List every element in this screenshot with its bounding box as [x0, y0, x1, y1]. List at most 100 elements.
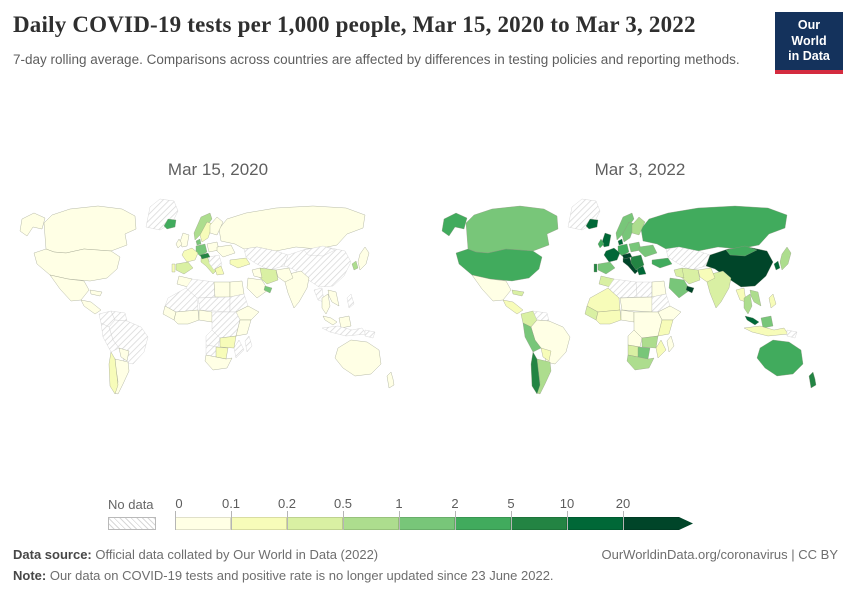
map-region-png[interactable] — [364, 329, 376, 339]
map-region-central_america[interactable] — [80, 299, 102, 315]
legend-bin-0.5-1[interactable] — [343, 517, 399, 530]
map-region-spain[interactable] — [175, 261, 194, 275]
map-region-france[interactable] — [603, 247, 621, 263]
map-region-saudi[interactable] — [668, 277, 691, 299]
map-region-bolivia[interactable] — [540, 347, 552, 362]
map-region-greece[interactable] — [214, 265, 225, 276]
map-region-niger_chad[interactable] — [197, 296, 231, 313]
map-region-east_africa[interactable] — [657, 319, 674, 337]
map-region-mozambique[interactable] — [233, 339, 245, 359]
map-region-central_asia[interactable] — [665, 246, 711, 271]
map-region-cuba[interactable] — [511, 289, 525, 297]
map-region-greece[interactable] — [636, 265, 647, 276]
map-region-iraq[interactable] — [673, 267, 685, 279]
map-region-thailand[interactable] — [743, 293, 753, 315]
map-region-austria[interactable] — [199, 252, 211, 260]
map-region-russia[interactable] — [218, 205, 366, 252]
map-region-madagascar[interactable] — [244, 335, 253, 353]
footer-credit-link[interactable]: OurWorldinData.org/coronavirus | CC BY — [601, 547, 838, 562]
map-region-libya[interactable] — [213, 281, 231, 298]
map-region-uk[interactable] — [601, 232, 612, 248]
map-region-indonesia[interactable] — [321, 325, 367, 337]
map-region-nigeria[interactable] — [620, 309, 635, 323]
map-region-portugal[interactable] — [593, 263, 598, 273]
map-region-ukraine[interactable] — [216, 244, 236, 258]
map-region-borneo[interactable] — [760, 315, 774, 329]
map-region-zambia_zimbabwe[interactable] — [219, 335, 237, 349]
map-region-uae[interactable] — [263, 285, 273, 294]
legend-no-data-swatch[interactable] — [108, 517, 156, 530]
map-region-finland[interactable] — [209, 216, 224, 236]
map-region-uk[interactable] — [179, 232, 190, 248]
legend-bin-0.2-0.5[interactable] — [287, 517, 343, 530]
choropleth-map-right[interactable] — [430, 184, 850, 424]
map-region-india[interactable] — [706, 270, 732, 309]
map-region-cuba[interactable] — [89, 289, 103, 297]
map-region-brazil[interactable] — [108, 319, 149, 365]
map-region-nigeria[interactable] — [198, 309, 213, 323]
map-region-borneo[interactable] — [338, 315, 352, 329]
legend-bin-20+[interactable] — [623, 517, 693, 530]
map-region-chile[interactable] — [108, 351, 119, 395]
legend-bin-5-10[interactable] — [511, 517, 567, 530]
map-region-australia[interactable] — [334, 339, 382, 377]
map-region-mozambique[interactable] — [655, 339, 667, 359]
map-region-mongolia[interactable] — [725, 245, 758, 257]
map-region-chile[interactable] — [530, 351, 541, 395]
map-region-france[interactable] — [181, 247, 199, 263]
map-region-denmark[interactable] — [617, 238, 624, 246]
map-region-saudi[interactable] — [246, 277, 269, 299]
map-region-norway[interactable] — [615, 212, 635, 241]
map-region-ukraine[interactable] — [638, 244, 658, 258]
map-region-philippines[interactable] — [346, 293, 355, 309]
map-region-south_africa[interactable] — [626, 354, 655, 371]
map-region-indonesia[interactable] — [743, 325, 789, 337]
map-region-thailand[interactable] — [321, 293, 331, 315]
map-region-japan[interactable] — [779, 246, 792, 271]
legend-bin-1-2[interactable] — [399, 517, 455, 530]
map-region-canada[interactable] — [43, 205, 137, 254]
map-region-malaysia[interactable] — [744, 315, 760, 326]
map-region-malaysia[interactable] — [322, 315, 338, 326]
map-region-south_korea[interactable] — [351, 260, 359, 271]
map-region-png[interactable] — [786, 329, 798, 339]
map-region-usa[interactable] — [33, 248, 121, 282]
map-region-central_america[interactable] — [502, 299, 524, 315]
map-region-denmark[interactable] — [195, 238, 202, 246]
map-region-alaska[interactable] — [441, 212, 468, 237]
legend-bin-2-5[interactable] — [455, 517, 511, 530]
map-region-alaska[interactable] — [19, 212, 46, 237]
map-region-australia[interactable] — [756, 339, 804, 377]
map-region-east_africa[interactable] — [235, 319, 252, 337]
map-region-norway[interactable] — [193, 212, 213, 241]
map-region-iraq[interactable] — [251, 267, 263, 279]
map-region-central_asia[interactable] — [243, 246, 289, 271]
map-region-turkey[interactable] — [651, 257, 673, 269]
map-region-mongolia[interactable] — [303, 245, 336, 257]
map-region-iceland[interactable] — [163, 218, 177, 230]
map-region-madagascar[interactable] — [666, 335, 675, 353]
map-region-pakistan[interactable] — [275, 267, 294, 283]
map-region-south_africa[interactable] — [204, 354, 233, 371]
map-region-brazil[interactable] — [530, 319, 571, 365]
map-region-libya[interactable] — [635, 281, 653, 298]
map-region-ireland[interactable] — [175, 238, 183, 249]
map-region-russia[interactable] — [640, 205, 788, 252]
map-region-mexico[interactable] — [49, 274, 90, 302]
map-region-vietnam[interactable] — [327, 289, 340, 307]
map-region-uae[interactable] — [685, 285, 695, 294]
map-region-spain[interactable] — [597, 261, 616, 275]
map-region-west_africa_coast[interactable] — [595, 309, 622, 325]
map-region-south_korea[interactable] — [773, 260, 781, 271]
map-region-japan[interactable] — [357, 246, 370, 271]
legend-bin-0-0.1[interactable] — [175, 517, 231, 530]
map-region-iceland[interactable] — [585, 218, 599, 230]
map-region-ireland[interactable] — [597, 238, 605, 249]
map-region-austria[interactable] — [621, 252, 633, 260]
map-region-finland[interactable] — [631, 216, 646, 236]
owid-logo[interactable]: Our World in Data — [775, 12, 843, 74]
map-region-new_zealand[interactable] — [808, 371, 817, 389]
legend-bin-0.1-0.2[interactable] — [231, 517, 287, 530]
map-region-vietnam[interactable] — [749, 289, 762, 307]
map-region-bolivia[interactable] — [118, 347, 130, 362]
